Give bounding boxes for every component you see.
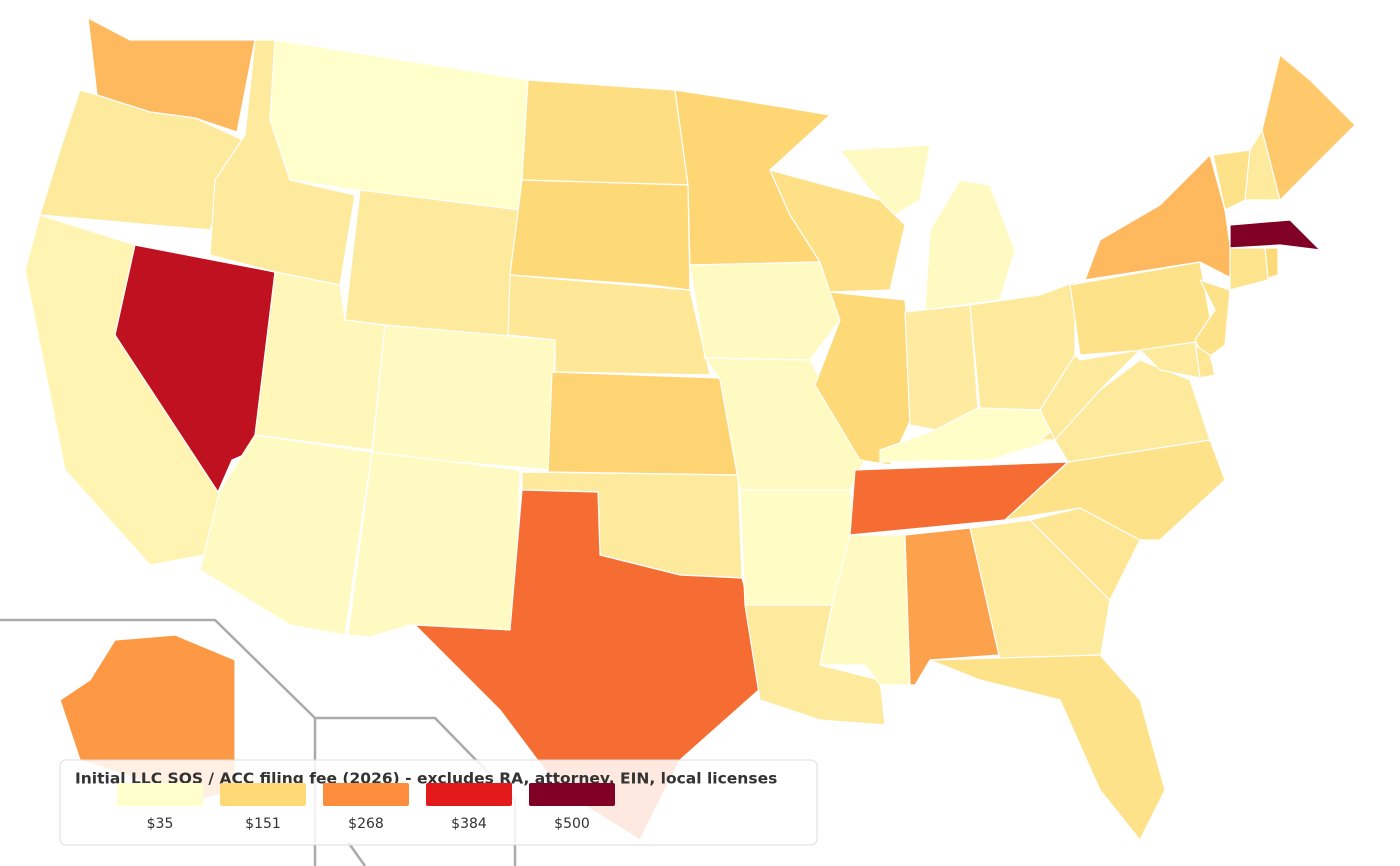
legend-swatch: [426, 783, 512, 806]
region: [1229, 247, 1269, 291]
region: [1229, 219, 1321, 251]
region: [839, 144, 931, 216]
legend-swatch: [220, 783, 306, 806]
legend-label: $500: [554, 816, 590, 832]
legend-label: $151: [245, 816, 281, 832]
region: [929, 654, 1166, 841]
region: [1039, 359, 1211, 463]
region: [969, 519, 1111, 661]
region: [924, 179, 1016, 311]
legend-swatch: [117, 783, 203, 806]
regions: [24, 17, 1356, 841]
region: [547, 371, 739, 476]
region: [371, 324, 556, 471]
region: [347, 451, 521, 638]
region: [689, 261, 841, 361]
region: [1084, 154, 1236, 281]
region: [509, 179, 691, 291]
legend: Initial LLC SOS / ACC filing fee (2026) …: [59, 759, 818, 846]
region: [904, 304, 979, 431]
inset-frame: [346, 841, 367, 866]
region: [521, 79, 689, 186]
legend-label: $268: [348, 816, 384, 832]
region: [344, 189, 521, 341]
legend-swatch: [323, 783, 409, 806]
region: [1261, 54, 1356, 201]
legend-label: $35: [147, 816, 174, 832]
region: [1139, 341, 1201, 379]
legend-swatch: [529, 783, 615, 806]
legend-label: $384: [451, 816, 487, 832]
